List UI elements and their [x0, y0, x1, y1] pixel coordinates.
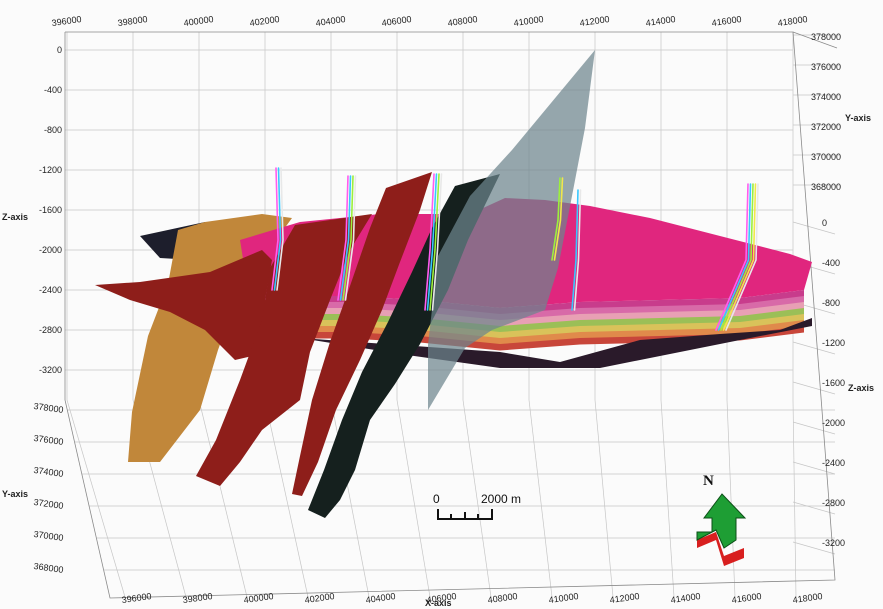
well-trajectory-3-3 — [429, 173, 440, 311]
scale-bar: 0 2000 m — [433, 492, 521, 520]
y-tick-right-2: 374000 — [811, 92, 841, 102]
z-tick-left-2: -800 — [44, 125, 62, 135]
well-trajectory-3-2 — [426, 173, 438, 311]
z-tick-right-0: 0 — [822, 218, 827, 228]
y-tick-left-5: 368000 — [33, 561, 64, 575]
well-trajectory-6-4 — [722, 183, 757, 331]
z-tick-right-7: -2800 — [822, 498, 845, 508]
x-tick-top-10: 416000 — [711, 14, 742, 28]
z-axis-title-right: Z-axis — [848, 383, 874, 393]
x-tick-bottom-4: 404000 — [365, 591, 396, 605]
x-tick-top-6: 408000 — [447, 14, 478, 28]
well-trajectory-2-4 — [344, 175, 357, 301]
fault-plane-translucent[interactable] — [428, 50, 595, 410]
x-tick-bottom-3: 402000 — [304, 591, 335, 605]
x-tick-bottom-6: 408000 — [487, 591, 518, 605]
well-trajectories — [271, 167, 759, 331]
y-tick-left-3: 372000 — [33, 497, 64, 511]
z-tick-right-5: -2000 — [822, 418, 845, 428]
y-tick-left-1: 376000 — [33, 433, 64, 447]
x-tick-bottom-10: 416000 — [731, 591, 762, 605]
z-tick-left-7: -2800 — [39, 325, 62, 335]
x-tick-bottom-0: 396000 — [121, 591, 152, 605]
x-tick-bottom-1: 398000 — [182, 591, 213, 605]
x-tick-bottom-9: 414000 — [670, 591, 701, 605]
north-arrow-icon — [696, 493, 747, 549]
well-trajectory-6-2 — [717, 183, 752, 331]
well-trajectory-5-1 — [571, 189, 579, 311]
x-tick-top-7: 410000 — [513, 14, 544, 28]
y-tick-right-4: 370000 — [811, 152, 841, 162]
north-label: N — [703, 473, 714, 489]
x-tick-top-9: 414000 — [645, 14, 676, 28]
well-trajectory-5-2 — [573, 189, 582, 311]
x-tick-top-5: 406000 — [381, 14, 412, 28]
well-trajectory-2-1 — [337, 175, 349, 301]
well-trajectory-3-4 — [431, 173, 443, 311]
grid-box-outline — [64, 31, 838, 599]
well-trajectory-2-3 — [342, 175, 354, 301]
z-tick-right-8: -3200 — [822, 538, 845, 548]
x-tick-top-11: 418000 — [777, 14, 808, 28]
scale-bar-end-label: 2000 m — [481, 492, 521, 506]
x-tick-top-1: 398000 — [117, 14, 148, 28]
well-trajectory-4-2 — [553, 177, 564, 261]
z-tick-left-0: 0 — [57, 45, 62, 55]
fault-surface-red-3[interactable] — [292, 172, 432, 496]
x-tick-top-4: 404000 — [315, 14, 346, 28]
well-trajectory-6-5 — [725, 183, 759, 331]
well-trajectory-6-1 — [715, 183, 749, 331]
y-tick-left-2: 374000 — [33, 465, 64, 479]
well-trajectory-2-2 — [339, 175, 352, 301]
x-tick-top-8: 412000 — [579, 14, 610, 28]
z-tick-right-2: -800 — [822, 298, 840, 308]
z-tick-left-6: -2400 — [39, 285, 62, 295]
y-tick-right-1: 376000 — [811, 62, 841, 72]
z-tick-left-3: -1200 — [39, 165, 62, 175]
x-tick-bottom-2: 400000 — [243, 591, 274, 605]
well-trajectory-1-1 — [271, 167, 279, 291]
x-tick-bottom-11: 418000 — [792, 591, 823, 605]
y-tick-right-0: 378000 — [811, 32, 841, 42]
z-tick-left-4: -1600 — [39, 205, 62, 215]
fault-surface-red-2[interactable] — [196, 214, 372, 486]
z-tick-left-1: -400 — [44, 85, 62, 95]
z-tick-right-4: -1600 — [822, 378, 845, 388]
y-tick-right-5: 368000 — [811, 182, 841, 192]
y-tick-left-4: 370000 — [33, 529, 64, 543]
north-arrow-base-icon — [697, 532, 744, 566]
y-axis-title-right: Y-axis — [845, 113, 871, 123]
x-tick-bottom-8: 412000 — [609, 591, 640, 605]
y-tick-right-3: 372000 — [811, 122, 841, 132]
well-trajectory-1-2 — [273, 167, 282, 291]
well-trajectory-6-3 — [720, 183, 754, 331]
x-tick-top-2: 400000 — [183, 14, 214, 28]
y-axis-title-left: Y-axis — [2, 489, 28, 499]
x-tick-top-0: 396000 — [51, 14, 82, 28]
x-tick-bottom-5: 406000 — [426, 591, 457, 605]
z-tick-left-8: -3200 — [39, 365, 62, 375]
z-tick-left-5: -2000 — [39, 245, 62, 255]
north-compass: N — [696, 473, 747, 566]
fault-surface-red-1[interactable] — [95, 250, 290, 360]
well-trajectory-4-1 — [551, 177, 561, 261]
scale-bar-start-label: 0 — [433, 492, 440, 506]
x-tick-bottom-7: 410000 — [548, 591, 579, 605]
z-tick-right-1: -400 — [822, 258, 840, 268]
z-axis-title-left: Z-axis — [2, 212, 28, 222]
z-tick-right-6: -2400 — [822, 458, 845, 468]
x-tick-top-3: 402000 — [249, 14, 280, 28]
x-axis-title: X-axis — [425, 598, 452, 608]
well-trajectory-3-1 — [424, 173, 435, 311]
z-tick-right-3: -1200 — [822, 338, 845, 348]
y-tick-left-0: 378000 — [33, 401, 64, 415]
well-trajectory-1-3 — [276, 167, 284, 291]
